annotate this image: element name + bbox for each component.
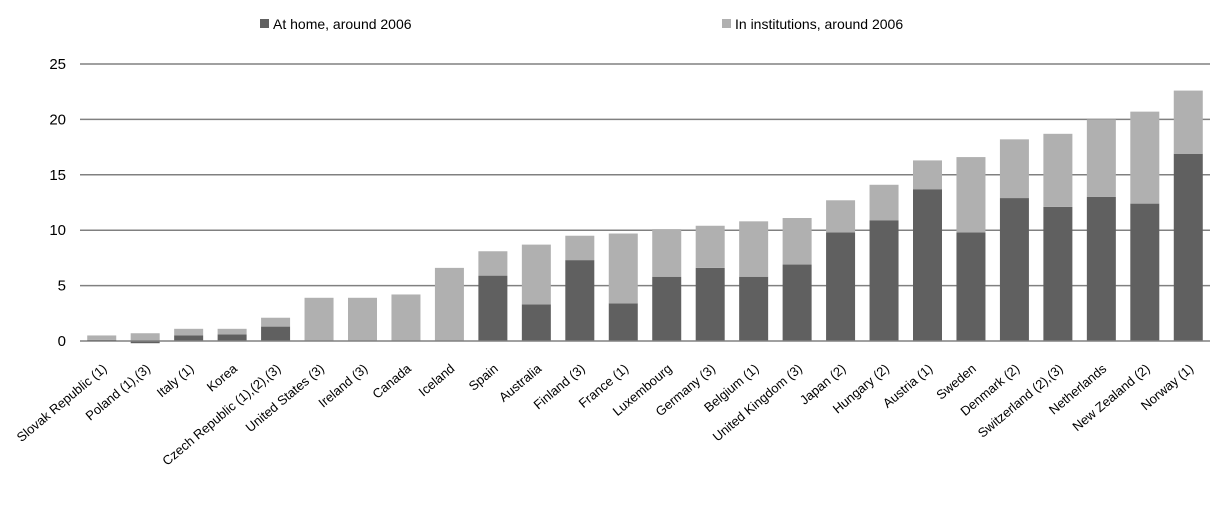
x-tick-label: Italy (1) [154, 361, 197, 400]
x-tick-label: Ireland (3) [315, 361, 370, 411]
x-tick-label: Spain [466, 361, 501, 394]
bar-in-institutions [608, 233, 638, 304]
bar-at-home [869, 220, 899, 341]
bar-in-institutions [1173, 90, 1203, 154]
bar-in-institutions [695, 225, 725, 268]
x-tick-label: Iceland [416, 361, 458, 399]
bar-at-home [130, 341, 160, 344]
bar-at-home [826, 232, 856, 341]
bar-at-home [999, 198, 1029, 341]
bar-in-institutions [348, 297, 377, 341]
bar-at-home [1086, 196, 1116, 341]
bar-in-institutions [826, 200, 856, 233]
x-axis: Slovak Republic (1)Poland (1),(3) Italy (… [14, 360, 1197, 468]
bar-in-institutions [913, 160, 942, 190]
bar-at-home [261, 326, 291, 341]
bar-at-home [217, 334, 247, 341]
y-axis: 0 5 10 15 20 25 [49, 56, 66, 350]
bar-in-institutions [261, 317, 291, 327]
bar-at-home [521, 304, 551, 341]
bar-in-institutions [130, 333, 160, 341]
legend: At home, around 2006 In institutions, ar… [260, 16, 903, 32]
bar-in-institutions [782, 218, 812, 265]
x-tick-label: Canada [369, 360, 414, 401]
bar-in-institutions [304, 297, 334, 341]
bar-at-home [652, 276, 682, 341]
bar-at-home [913, 189, 942, 341]
legend-swatch-at-home [260, 19, 269, 28]
bar-in-institutions [739, 221, 769, 277]
bar-in-institutions [956, 157, 986, 233]
bar-in-institutions [1130, 111, 1160, 204]
bars [87, 90, 1203, 344]
bar-in-institutions [391, 294, 421, 341]
bar-at-home [1173, 153, 1203, 341]
y-tick-label: 20 [49, 111, 66, 128]
bar-in-institutions [521, 244, 551, 305]
y-tick-label: 15 [49, 167, 66, 184]
legend-swatch-in-institutions [722, 19, 731, 28]
bar-in-institutions [869, 184, 899, 221]
bar-at-home [174, 335, 204, 341]
x-tick-label: United States (3) [243, 361, 327, 435]
bar-in-institutions [1086, 119, 1116, 197]
bar-in-institutions [87, 335, 117, 340]
y-tick-label: 5 [58, 278, 66, 295]
bar-in-institutions [174, 328, 204, 336]
bar-at-home [956, 232, 986, 341]
bar-at-home [478, 275, 508, 341]
bar-in-institutions [478, 251, 508, 276]
bar-at-home [1043, 206, 1073, 341]
y-tick-label: 25 [49, 56, 66, 73]
bar-in-institutions [217, 328, 247, 335]
x-tick-label: New Zealand (2) [1069, 361, 1152, 434]
legend-label-in-institutions: In institutions, around 2006 [735, 16, 903, 32]
y-tick-label: 10 [49, 222, 66, 239]
bar-at-home [782, 264, 812, 341]
gridlines [80, 63, 1210, 287]
bar-at-home [739, 276, 769, 341]
bar-at-home [608, 303, 638, 341]
bar-at-home [1130, 203, 1160, 341]
bar-in-institutions [652, 229, 682, 277]
bar-at-home [695, 267, 725, 341]
bar-in-institutions [434, 267, 464, 341]
x-tick-label: Korea [204, 360, 241, 394]
legend-label-at-home: At home, around 2006 [273, 16, 412, 32]
bar-in-institutions [1043, 133, 1073, 207]
bar-in-institutions [565, 235, 595, 261]
bar-in-institutions [999, 139, 1029, 199]
bar-at-home [565, 260, 595, 341]
y-tick-label: 0 [58, 333, 66, 350]
